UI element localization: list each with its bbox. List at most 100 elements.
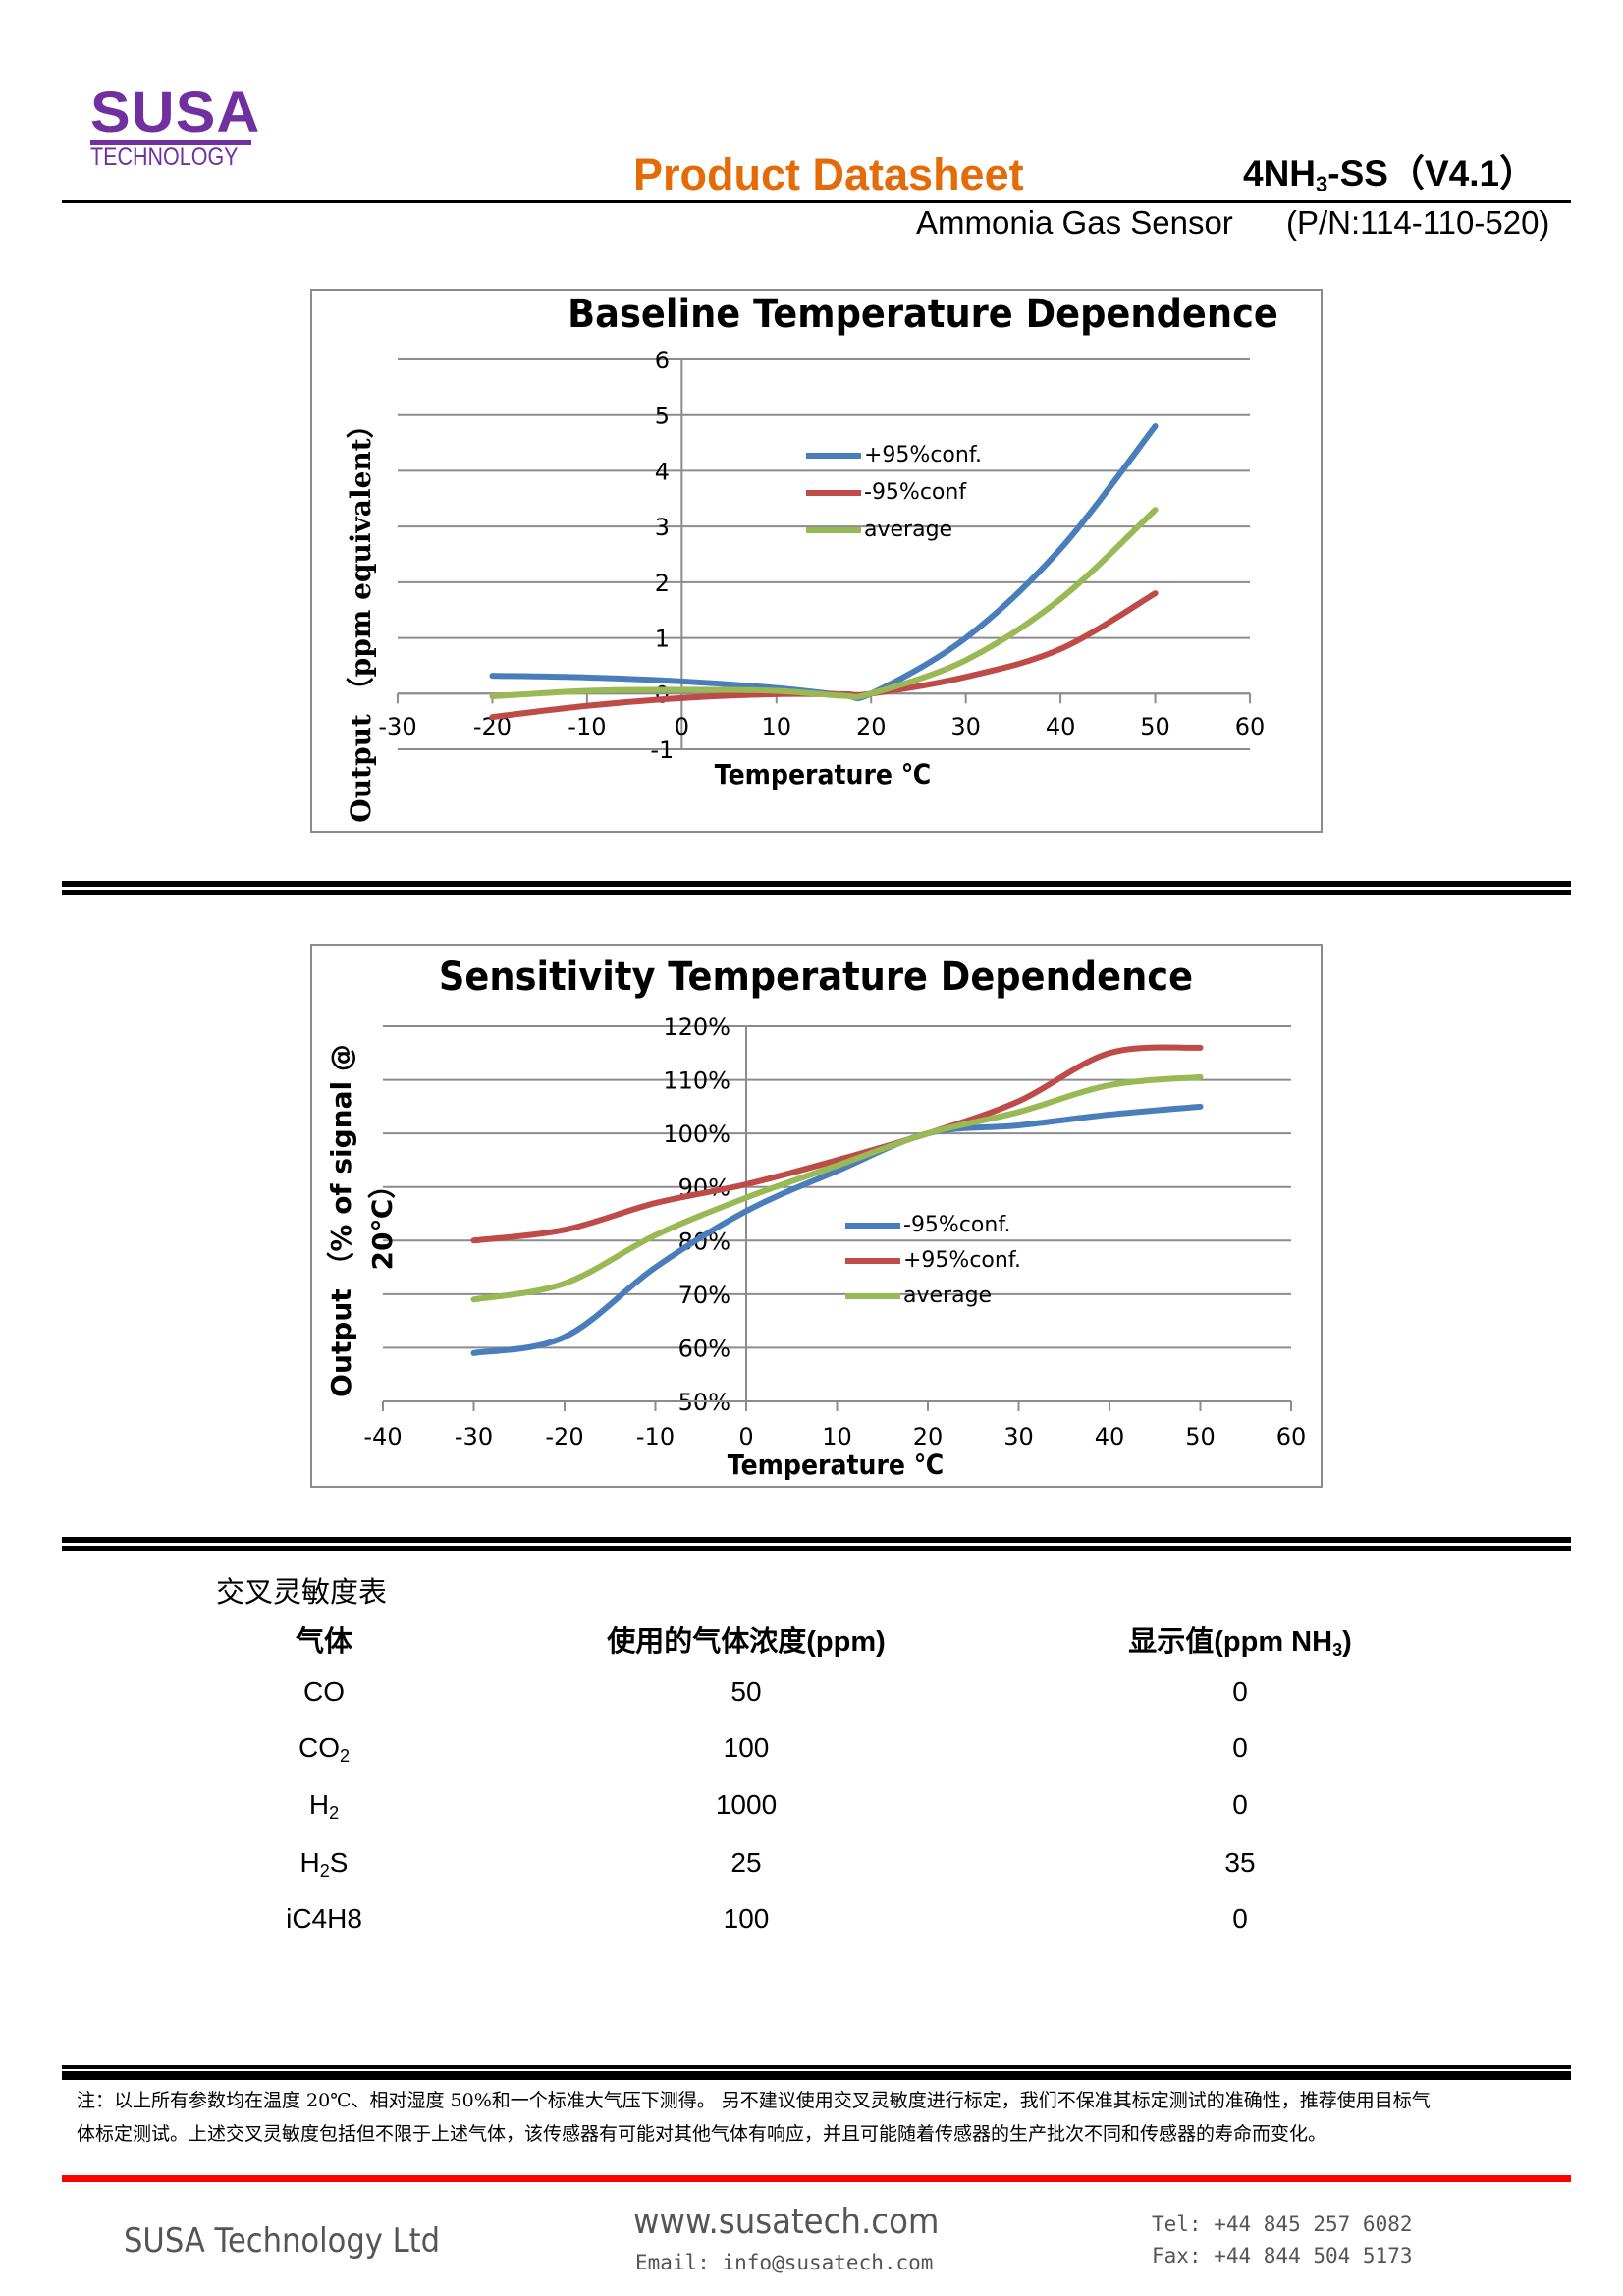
x-tick-label: 0	[738, 1423, 753, 1450]
y-tick-label: 5	[655, 403, 670, 430]
email-link[interactable]: Email: info@susatech.com	[635, 2251, 934, 2274]
company-name: SUSA Technology Ltd	[124, 2221, 441, 2261]
x-tick-label: 60	[1276, 1423, 1307, 1450]
display-value-cell: 0	[1232, 1676, 1248, 1707]
logo-subtitle: TECHNOLOGY	[90, 143, 239, 171]
y-tick-label: -1	[650, 737, 674, 764]
y-axis-label: Output （ppm equivalent）	[345, 410, 377, 823]
table-title: 交叉灵敏度表	[216, 1577, 388, 1609]
y-tick-label: 60%	[678, 1335, 730, 1362]
legend-label: average	[864, 518, 953, 542]
gas-cell: CO	[303, 1676, 345, 1711]
column-header-display: 显示值(ppm NH3)	[1128, 1618, 1352, 1661]
chart-title: Sensitivity Temperature Dependence	[438, 955, 1194, 1000]
section-divider	[62, 881, 1571, 887]
legend-label: +95%conf.	[864, 443, 982, 467]
gas-subscript: 2	[319, 1861, 330, 1881]
note-line-1: 注：以上所有参数均在温度 20℃、相对湿度 50%和一个标准大气压下测得。 另不…	[77, 2090, 1431, 2111]
section-divider	[62, 2065, 1571, 2069]
legend-swatch	[806, 526, 861, 533]
sensitivity-chart: 50% 60% 70% 80% 90% 100% 110% 120% -40 -30 -20 -10 0…	[310, 944, 1323, 1488]
y-tick-label: 6	[655, 347, 670, 374]
concentration-cell: 100	[723, 1732, 770, 1763]
x-tick-label: 10	[822, 1423, 852, 1450]
concentration-cell: 1000	[715, 1789, 778, 1820]
x-tick-label: 30	[950, 713, 981, 740]
series-line-2	[489, 507, 1159, 700]
logo-brand: SUSA	[90, 81, 261, 144]
legend-swatch	[806, 452, 861, 459]
telephone: Tel: +44 845 257 6082	[1152, 2213, 1413, 2236]
x-tick-label: 50	[1140, 713, 1170, 740]
series-line-2	[470, 1073, 1204, 1303]
header-sub: 3	[1332, 1640, 1343, 1660]
gas-cell: H2S	[300, 1847, 349, 1882]
y-tick-label: 2	[655, 570, 670, 597]
footer-divider	[62, 2175, 1571, 2182]
y-tick-label: 3	[655, 514, 670, 541]
y-tick-label: 4	[655, 458, 670, 485]
legend-item: average	[845, 1284, 992, 1308]
model-number: 4NH3-SS（V4.1）	[1243, 155, 1536, 195]
legend-label: +95%conf.	[903, 1248, 1021, 1273]
concentration-cell: 25	[730, 1847, 762, 1878]
note-line-2: 体标定测试。上述交叉灵敏度包括但不限于上述气体，该传感器有可能对其他气体有响应，…	[77, 2123, 1327, 2145]
x-tick-label: 20	[856, 713, 887, 740]
x-tick-label: 30	[1003, 1423, 1034, 1450]
x-tick-label: 40	[1095, 1423, 1125, 1450]
x-axis-label: Temperature ℃	[727, 1449, 945, 1481]
x-tick-label: 60	[1235, 713, 1266, 740]
x-tick-label: 40	[1046, 713, 1076, 740]
x-tick-label: 0	[675, 713, 689, 740]
logo-bar	[90, 140, 251, 145]
gas-subscript: 2	[339, 1746, 351, 1766]
legend-item: +95%conf.	[806, 443, 982, 467]
gas-name: CO	[303, 1676, 345, 1707]
x-tick-label: -10	[636, 1423, 675, 1450]
header-text: 显示值(ppm NH	[1128, 1626, 1333, 1658]
legend-item: +95%conf.	[845, 1248, 1021, 1273]
gas-cell: H2	[309, 1789, 339, 1824]
gas-cell: iC4H8	[286, 1903, 362, 1938]
chart-title: Baseline Temperature Dependence	[568, 292, 1278, 337]
series-line-1	[489, 590, 1159, 721]
header-text: )	[1342, 1626, 1352, 1658]
section-divider	[62, 890, 1571, 895]
display-value-cell: 0	[1232, 1789, 1248, 1820]
header-divider	[62, 200, 1571, 203]
column-header-gas: 气体	[295, 1626, 353, 1658]
gas-name: H	[299, 1847, 320, 1878]
x-tick-label: 10	[762, 713, 792, 740]
column-header-concentration: 使用的气体浓度(ppm)	[607, 1626, 886, 1658]
gas-cell: CO2	[298, 1732, 350, 1767]
y-tick-label: 1	[655, 626, 670, 653]
product-name: Ammonia Gas Sensor	[916, 204, 1233, 241]
legend-label: -95%conf.	[903, 1213, 1011, 1237]
y-tick-label: 120%	[663, 1013, 730, 1041]
legend-item: -95%conf	[806, 480, 966, 505]
display-value-cell: 0	[1232, 1732, 1248, 1763]
legend-item: -95%conf.	[845, 1213, 1010, 1237]
series-line-0	[470, 1103, 1204, 1356]
model-post: -SS（V4.1）	[1327, 153, 1537, 193]
y-axis-label-2: 20℃）	[366, 1171, 399, 1271]
display-value-cell: 35	[1224, 1847, 1256, 1878]
section-divider	[62, 2071, 1571, 2080]
x-tick-label: -30	[455, 1423, 493, 1450]
y-tick-label: 70%	[678, 1282, 730, 1309]
y-tick-label: 110%	[663, 1067, 730, 1095]
section-divider	[62, 1546, 1571, 1551]
x-axis-label: Temperature ℃	[714, 758, 932, 791]
legend-swatch	[845, 1222, 900, 1229]
concentration-cell: 50	[730, 1676, 762, 1707]
gas-suffix: S	[329, 1847, 349, 1878]
legend-swatch	[806, 489, 861, 496]
model-sub: 3	[1316, 172, 1328, 196]
gas-name: H	[308, 1789, 330, 1820]
legend-label: -95%conf	[864, 480, 967, 505]
x-tick-label: 20	[913, 1423, 944, 1450]
website-link[interactable]: www.susatech.com	[633, 2202, 940, 2242]
x-tick-label: -30	[378, 713, 416, 740]
legend-item: average	[806, 518, 952, 542]
